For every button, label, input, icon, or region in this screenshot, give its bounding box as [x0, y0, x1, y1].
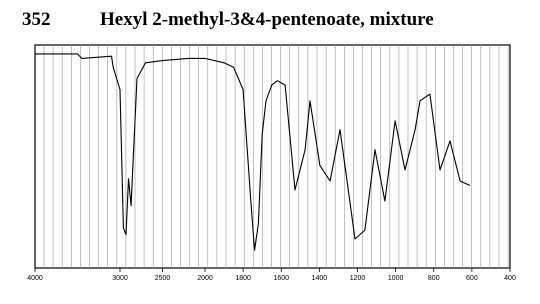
x-tick-label: 3000 [112, 275, 128, 282]
x-tick-label: 1600 [273, 275, 289, 282]
x-tick-label: 1400 [312, 275, 328, 282]
x-tick-label: 1800 [235, 275, 251, 282]
chart-title: Hexyl 2-methyl-3&4-pentenoate, mixture [100, 9, 434, 30]
x-tick-label: 1000 [388, 275, 404, 282]
x-tick-label: 600 [466, 275, 478, 282]
plot-frame [34, 44, 511, 269]
x-tick-label: 2000 [197, 275, 213, 282]
x-tick-label: 400 [504, 275, 516, 282]
x-tick-label: 1200 [350, 275, 366, 282]
spectrum-number: 352 [22, 9, 51, 30]
x-tick-label: 2500 [155, 275, 171, 282]
x-tick-label: 800 [428, 275, 440, 282]
spectrum-line [35, 53, 471, 251]
x-tick-label: 4000 [27, 275, 43, 282]
